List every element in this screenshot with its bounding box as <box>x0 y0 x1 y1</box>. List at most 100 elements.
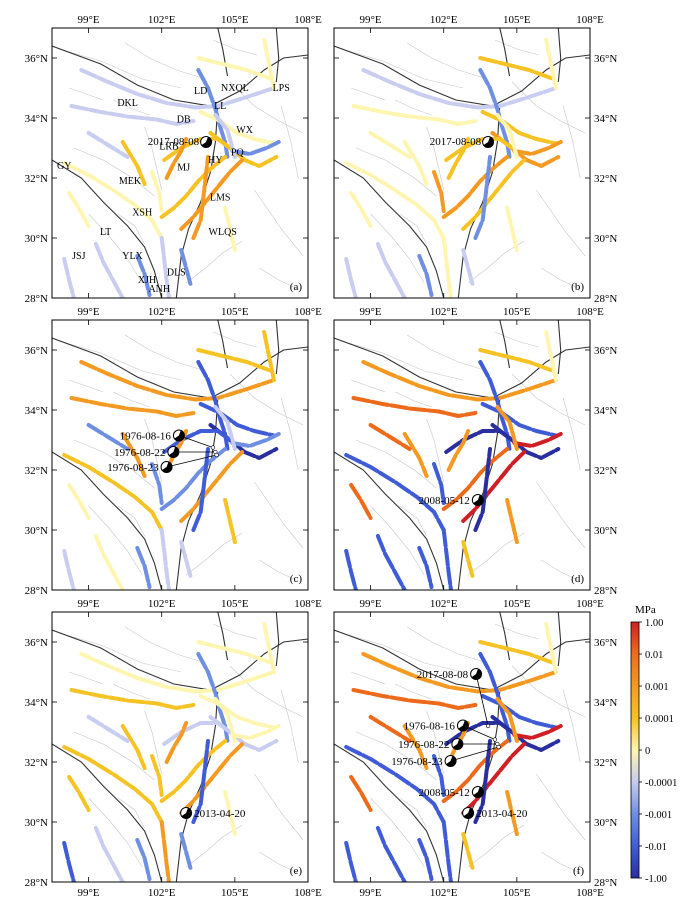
fault-trace <box>62 745 164 824</box>
fault-trace <box>344 841 358 882</box>
y-tick-label: 32°N <box>25 173 48 185</box>
fault-trace <box>196 640 274 665</box>
lineament <box>541 851 581 874</box>
x-tick-label: 99°E <box>78 598 100 610</box>
fault-trace <box>480 694 558 730</box>
fault-trace <box>441 739 510 803</box>
block-boundary <box>557 28 562 83</box>
epicenter-marker <box>485 723 491 729</box>
fault-trace <box>69 104 196 126</box>
lineament <box>351 671 386 685</box>
lineament <box>394 683 432 700</box>
event-leader-line <box>475 673 489 727</box>
y-tick-label: 36°N <box>594 637 617 649</box>
fault-trace <box>480 110 558 146</box>
fault-trace <box>417 838 434 881</box>
lineament <box>511 373 586 426</box>
fault-trace <box>67 775 91 812</box>
block-boundary <box>275 320 280 375</box>
lineament <box>280 689 299 763</box>
lineament <box>212 623 257 640</box>
lineament <box>124 626 206 664</box>
fault-trace <box>196 56 274 81</box>
block-boundary <box>334 743 445 882</box>
event-date-label: 1976-08-16 <box>120 431 172 443</box>
x-tick-label: 102°E <box>430 14 458 26</box>
map-panel: LD NXQL LPS DKL LL DB WX LRB PQ HY MJ GY MEK LMS XSH WL… <box>25 14 322 305</box>
x-tick-label: 102°E <box>430 887 458 899</box>
lineament <box>112 391 150 408</box>
fault-trace <box>179 832 193 872</box>
fault-trace <box>86 423 130 451</box>
lineament <box>426 126 444 191</box>
event-date-label: 2017-08-08 <box>430 136 482 148</box>
x-tick-label: 102°E <box>148 887 176 899</box>
fault-trace <box>441 528 453 590</box>
block-boundary <box>217 612 229 661</box>
fault-label: LD <box>194 86 207 97</box>
fault-trace <box>191 447 210 532</box>
y-tick-label: 30°N <box>25 817 48 829</box>
fault-trace <box>495 113 519 159</box>
fault-trace <box>361 360 558 402</box>
event-date-label: 1976-08-22 <box>114 447 165 459</box>
y-tick-label: 30°N <box>594 233 617 245</box>
fault-trace <box>62 549 76 590</box>
fault-label: HY <box>208 155 222 166</box>
x-tick-label: 99°E <box>360 598 382 610</box>
fault-trace <box>230 140 281 156</box>
lineament <box>562 689 581 763</box>
fault-label: GY <box>57 161 71 172</box>
focal-mechanism-beachball <box>471 494 484 506</box>
x-tick-label: 99°E <box>360 14 382 26</box>
x-tick-label: 105°E <box>503 598 531 610</box>
lineament <box>562 105 581 179</box>
fault-trace <box>512 432 563 448</box>
event-date-label: 1976-08-16 <box>404 721 456 733</box>
y-tick-label: 36°N <box>25 345 48 357</box>
lineament <box>117 797 145 829</box>
colorbar-label: -0.001 <box>645 810 672 821</box>
fault-trace <box>162 721 232 746</box>
fault-trace <box>478 56 556 81</box>
fault-trace <box>473 447 492 532</box>
fault-trace <box>432 754 446 797</box>
fault-trace <box>79 68 276 110</box>
lineament <box>394 391 432 408</box>
x-tick-label: 105°E <box>221 14 249 26</box>
fault-trace <box>441 236 453 298</box>
x-tick-label: 99°E <box>78 306 100 318</box>
y-tick-label: 36°N <box>25 53 48 65</box>
y-tick-label: 28°N <box>594 877 617 889</box>
fault-trace <box>495 697 519 743</box>
fault-trace <box>159 236 171 298</box>
lineament <box>112 99 150 116</box>
fault-trace <box>164 137 189 180</box>
fault-trace <box>86 131 130 159</box>
x-tick-label: 105°E <box>503 887 531 899</box>
fault-label: DB <box>177 115 191 126</box>
fault-trace <box>368 715 412 743</box>
fault-trace <box>62 161 164 240</box>
fault-trace <box>544 38 558 90</box>
fault-trace <box>159 528 171 590</box>
y-tick-label: 30°N <box>25 233 48 245</box>
lineament <box>370 213 425 284</box>
y-tick-label: 34°N <box>594 405 617 417</box>
epicenter-marker <box>492 737 498 742</box>
lineament <box>229 665 304 718</box>
y-tick-label: 30°N <box>594 525 617 537</box>
y-tick-label: 34°N <box>25 697 48 709</box>
event-date-label: 2017-08-08 <box>417 669 469 681</box>
fault-label: DKL <box>117 98 138 109</box>
focal-mechanism-beachball <box>462 807 475 819</box>
panel-label: (d) <box>571 573 584 585</box>
x-tick-label: 108°E <box>576 306 604 318</box>
lineament <box>351 379 386 393</box>
x-tick-label: 108°E <box>294 887 322 899</box>
fault-trace <box>120 724 147 770</box>
event-date-label: 2013-04-20 <box>194 808 246 820</box>
x-tick-label: 105°E <box>221 887 249 899</box>
x-tick-label: 105°E <box>503 306 531 318</box>
